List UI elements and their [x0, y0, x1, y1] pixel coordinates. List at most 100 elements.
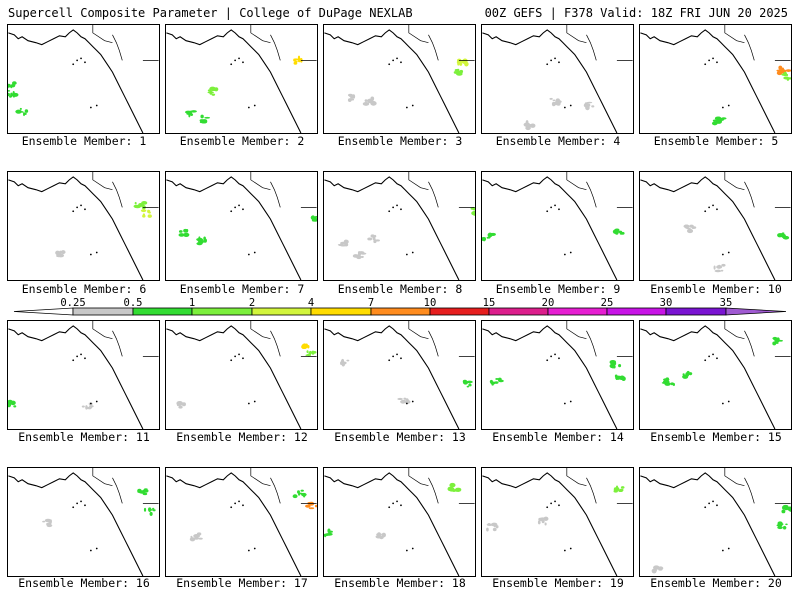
- map-plot: [482, 172, 633, 280]
- coastline: [8, 325, 144, 429]
- parameter-contour-blob: [46, 522, 52, 526]
- ensemble-member-label: Ensemble Member: 13: [334, 430, 466, 444]
- island: [84, 504, 86, 507]
- coastline: [166, 176, 302, 280]
- island: [704, 210, 707, 213]
- color-scale-tick-label: 25: [600, 297, 614, 309]
- coastline: [166, 29, 302, 133]
- political-border: [428, 330, 439, 357]
- parameter-contour-blob: [152, 507, 155, 510]
- parameter-contour-blob: [337, 243, 344, 246]
- island: [84, 208, 86, 211]
- parameter-contour-blob: [370, 234, 375, 238]
- map-plot: [640, 321, 791, 429]
- island: [721, 253, 724, 256]
- island: [400, 504, 402, 507]
- ensemble-map-panel: [165, 24, 318, 134]
- parameter-contour-blob: [456, 68, 460, 72]
- parameter-contour-blob: [688, 372, 693, 376]
- ensemble-map-panel: [639, 171, 792, 281]
- political-border: [112, 477, 123, 504]
- parameter-contour-blob: [55, 250, 60, 255]
- ensemble-member-label: Ensemble Member: 16: [18, 576, 150, 590]
- parameter-contour-blob: [49, 519, 52, 524]
- coastline: [8, 176, 144, 280]
- parameter-contour-blob: [782, 504, 789, 508]
- ensemble-member-label: Ensemble Member: 19: [492, 576, 624, 590]
- island: [72, 63, 75, 66]
- political-border: [566, 468, 587, 487]
- parameter-contour-blob: [81, 405, 85, 408]
- parameter-contour-blob: [88, 405, 94, 408]
- color-scale-tick-label: 2: [248, 297, 256, 309]
- parameter-contour-blob: [486, 527, 489, 532]
- island: [708, 59, 711, 62]
- parameter-contour-blob: [193, 537, 200, 540]
- political-border: [270, 477, 281, 504]
- island: [396, 500, 398, 503]
- parameter-contour-blob: [613, 490, 618, 493]
- map-plot: [166, 172, 317, 280]
- map-plot: [324, 25, 475, 133]
- parameter-contour-blob: [377, 532, 381, 536]
- color-scale-segment: [725, 307, 787, 316]
- parameter-contour-blob: [783, 71, 788, 77]
- political-border: [724, 25, 745, 44]
- coastline: [166, 325, 302, 429]
- island: [84, 61, 86, 64]
- parameter-contour-blob: [310, 215, 316, 220]
- parameter-contour-blob: [305, 354, 311, 357]
- island: [242, 357, 244, 360]
- island: [396, 57, 398, 60]
- island: [234, 502, 237, 505]
- parameter-contour-blob: [400, 399, 406, 404]
- island: [400, 61, 402, 64]
- coastline: [482, 29, 618, 133]
- ensemble-member-label: Ensemble Member: 8: [337, 282, 463, 296]
- parameter-contour-blob: [490, 232, 496, 236]
- parameter-contour-blob: [397, 397, 403, 401]
- political-border: [724, 172, 745, 191]
- ensemble-map-panel: [7, 171, 160, 281]
- parameter-contour-blob: [672, 383, 675, 387]
- ensemble-member-label: Ensemble Member: 11: [18, 430, 150, 444]
- parameter-contour-blob: [147, 209, 150, 214]
- political-border: [92, 321, 113, 340]
- parameter-contour-blob: [193, 534, 198, 537]
- island: [558, 208, 560, 211]
- parameter-contour-blob: [466, 385, 470, 388]
- parameter-contour-blob: [778, 65, 783, 70]
- island: [80, 353, 82, 356]
- parameter-contour-blob: [10, 92, 13, 98]
- island: [76, 206, 79, 209]
- parameter-contour-blob: [525, 126, 531, 131]
- parameter-contour-blob: [471, 210, 475, 216]
- island: [411, 251, 414, 254]
- parameter-contour-blob: [198, 537, 203, 540]
- parameter-contour-blob: [784, 526, 787, 529]
- header-title: Supercell Composite Parameter | College …: [8, 6, 413, 20]
- parameter-contour-blob: [140, 209, 147, 213]
- parameter-contour-blob: [8, 92, 10, 97]
- map-plot: [324, 468, 475, 576]
- parameter-contour-blob: [455, 71, 461, 74]
- island: [563, 402, 566, 405]
- parameter-contour-blob: [349, 95, 356, 98]
- parameter-contour-blob: [613, 365, 616, 369]
- parameter-contour-blob: [300, 489, 304, 492]
- parameter-contour-blob: [348, 98, 353, 101]
- political-border: [250, 25, 271, 44]
- parameter-contour-blob: [60, 250, 66, 255]
- parameter-contour-blob: [183, 232, 190, 237]
- island: [76, 502, 79, 505]
- parameter-contour-blob: [190, 535, 193, 539]
- parameter-contour-blob: [344, 243, 349, 247]
- island: [238, 204, 240, 207]
- coastline: [8, 29, 144, 133]
- island: [550, 502, 553, 505]
- parameter-contour-blob: [686, 228, 694, 234]
- parameter-contour-blob: [781, 509, 786, 514]
- parameter-contour-blob: [773, 338, 780, 341]
- ensemble-map-panel: [165, 320, 318, 430]
- island: [546, 506, 549, 509]
